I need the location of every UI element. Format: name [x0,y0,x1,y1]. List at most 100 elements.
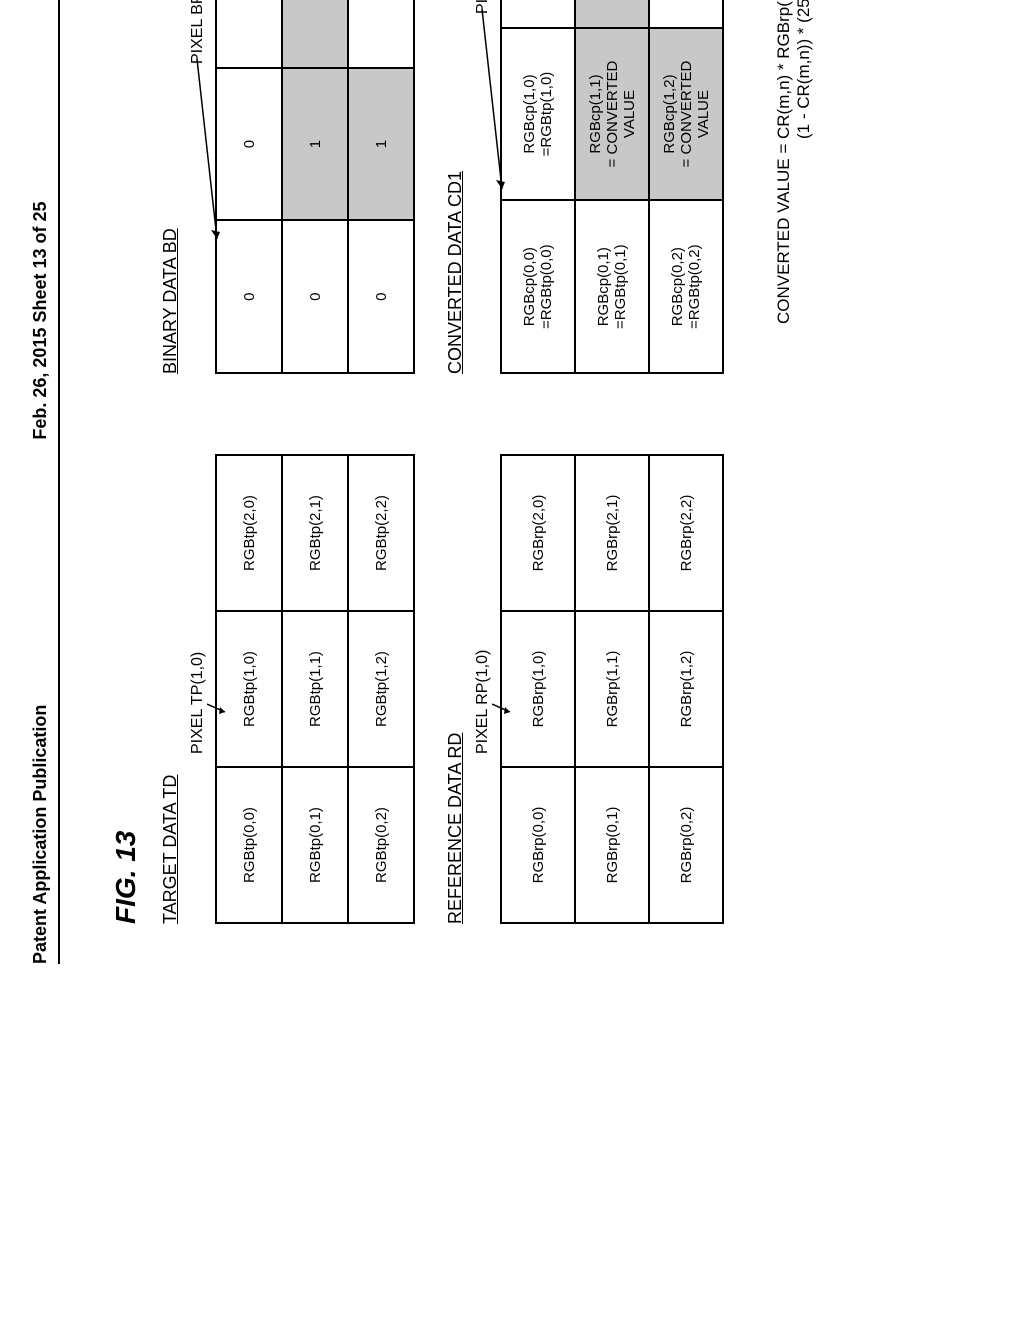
cell: RGBrp(0,2) [649,767,723,923]
cell: RGBtp(0,2) [348,767,414,923]
arrow-icon [480,4,508,194]
target-pixel-label-holder: PIXEL TP(1,0) [189,454,215,924]
cell: 1 [348,68,414,221]
reference-grid: RGBrp(0,0) RGBrp(1,0) RGBrp(2,0) RGBrp(0… [500,454,724,924]
table-row: RGBtp(0,0) RGBtp(1,0) RGBtp(2,0) [216,455,282,923]
cell: RGBtp(0,0) [216,767,282,923]
reference-panel: REFERENCE DATA RD PIXEL RP(1,0) RGBrp(0,… [445,454,724,924]
content: TARGET DATA TD PIXEL TP(1,0) RGBtp(0,0) … [160,0,814,924]
reference-pixel-label-holder: PIXEL RP(1,0) [474,454,500,924]
cell-line1: RGBcp(1,2) [661,31,678,198]
cell-line2: =RGBtp(0,1) [612,203,629,370]
cell: 1 [282,68,348,221]
cell-line2: =RGBtp(2,2) [686,0,703,25]
cell-line1: RGBcp(2,0) [521,0,538,25]
arrow-icon [207,694,229,714]
cell-line1: RGBcp(1,1) [587,31,604,198]
binary-panel: BINARY DATA BD PIXEL BP(1,0) 0 0 [160,0,415,374]
table-row: 0 0 0 [216,0,282,373]
cell: RGBtp(2,1) [282,455,348,611]
cell: 1 [282,0,348,68]
reference-pixel-label: PIXEL RP(1,0) [474,650,492,754]
converted-grid: RGBcp(0,0) =RGBtp(0,0) RGBcp(1,0) =RGBtp… [500,0,724,374]
cell: RGBrp(0,0) [501,767,575,923]
table-row: RGBrp(0,1) RGBrp(1,1) RGBrp(2,1) [575,455,649,923]
converted-pixel-label-holder: PIXEL CP(1,0) [474,0,500,374]
cell: RGBtp(1,1) [282,611,348,767]
cell: RGBcp(1,0) =RGBtp(1,0) [501,28,575,201]
cell: RGBcp(0,0) =RGBtp(0,0) [501,200,575,373]
cell: RGBcp(0,2) =RGBtp(0,2) [649,200,723,373]
cell: 0 [348,0,414,68]
cell: RGBrp(2,0) [501,455,575,611]
figure-label: FIG. 13 [110,831,142,924]
table-row: RGBcp(0,0) =RGBtp(0,0) RGBcp(1,0) =RGBtp… [501,0,575,373]
converted-panel: CONVERTED DATA CD1 PIXEL CP(1,0) RGBcp(0… [445,0,724,374]
cell: 0 [282,220,348,373]
row-bottom: REFERENCE DATA RD PIXEL RP(1,0) RGBrp(0,… [445,0,724,924]
target-pixel-label: PIXEL TP(1,0) [189,652,207,754]
cell: RGBcp(2,2) =RGBtp(2,2) [649,0,723,28]
cell-line2: =RGBtp(1,0) [538,31,555,198]
converted-title: CONVERTED DATA CD1 [445,0,466,374]
cell: RGBtp(2,2) [348,455,414,611]
binary-title: BINARY DATA BD [160,228,181,374]
cell-line1: RGBcp(0,0) [521,203,538,370]
cell: RGBrp(0,1) [575,767,649,923]
cell-line2: =RGBtp(2,0) [538,0,555,25]
header-divider [58,0,60,964]
formula-line2: (1 - CR(m,n)) * (255,255,255) [794,0,814,324]
cell: RGBrp(2,2) [649,455,723,611]
cell-line3: VALUE [621,31,638,198]
cell-line2: =RGBtp(0,0) [538,203,555,370]
cell: RGBrp(1,0) [501,611,575,767]
cell-line3: VALUE [621,0,638,25]
cell: 0 [216,68,282,221]
cell-line1: RGBcp(1,0) [521,31,538,198]
target-panel: TARGET DATA TD PIXEL TP(1,0) RGBtp(0,0) … [160,454,415,924]
cell-line1: RGBcp(2,2) [669,0,686,25]
header: Patent Application Publication Feb. 26, … [30,0,51,964]
cell-line2: =RGBtp(0,2) [686,203,703,370]
formula: CONVERTED VALUE = CR(m,n) * RGBrp(m,n) +… [774,0,814,324]
cell: 0 [216,220,282,373]
table-row: RGBcp(0,2) =RGBtp(0,2) RGBcp(1,2) = CONV… [649,0,723,373]
cell-line1: RGBcp(2,1) [587,0,604,25]
table-row: 0 1 0 [348,0,414,373]
cell-line2: = CONVERTED [678,31,695,198]
cell-line3: VALUE [695,31,712,198]
arrow-icon [195,54,223,244]
cell: RGBrp(2,1) [575,455,649,611]
cell-line1: RGBcp(0,2) [669,203,686,370]
cell-line2: = CONVERTED [604,0,621,25]
table-row: 0 1 1 [282,0,348,373]
cell: RGBcp(1,1) = CONVERTED VALUE [575,28,649,201]
table-row: RGBrp(0,0) RGBrp(1,0) RGBrp(2,0) [501,455,575,923]
sheet: Patent Application Publication Feb. 26, … [0,0,1024,1024]
header-center: Feb. 26, 2015 Sheet 13 of 25 [30,202,51,440]
row-top: TARGET DATA TD PIXEL TP(1,0) RGBtp(0,0) … [160,0,415,924]
table-row: RGBtp(0,1) RGBtp(1,1) RGBtp(2,1) [282,455,348,923]
binary-grid: 0 0 0 0 1 1 0 1 0 [215,0,415,374]
binary-pixel-label-holder: PIXEL BP(1,0) [189,0,215,374]
table-row: RGBtp(0,2) RGBtp(1,2) RGBtp(2,2) [348,455,414,923]
cell: RGBrp(1,2) [649,611,723,767]
cell: RGBcp(2,0) =RGBtp(2,0) [501,0,575,28]
reference-title: REFERENCE DATA RD [445,454,466,924]
header-left: Patent Application Publication [30,705,51,964]
cell-line1: RGBcp(0,1) [595,203,612,370]
cell: RGBtp(2,0) [216,455,282,611]
formula-line1: CONVERTED VALUE = CR(m,n) * RGBrp(m,n) + [774,0,794,324]
table-row: RGBrp(0,2) RGBrp(1,2) RGBrp(2,2) [649,455,723,923]
table-row: RGBcp(0,1) =RGBtp(0,1) RGBcp(1,1) = CONV… [575,0,649,373]
cell: RGBtp(0,1) [282,767,348,923]
cell: RGBcp(2,1) = CONVERTED VALUE [575,0,649,28]
page: Patent Application Publication Feb. 26, … [0,0,1024,1024]
cell: 0 [216,0,282,68]
cell-line2: = CONVERTED [604,31,621,198]
cell: 0 [348,220,414,373]
cell: RGBcp(0,1) =RGBtp(0,1) [575,200,649,373]
arrow-icon [492,694,514,714]
cell: RGBcp(1,2) = CONVERTED VALUE [649,28,723,201]
cell: RGBrp(1,1) [575,611,649,767]
